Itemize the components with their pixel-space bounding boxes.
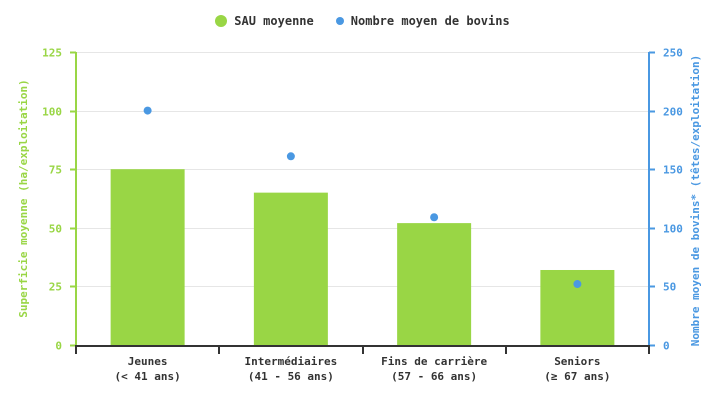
dot-bovins bbox=[430, 213, 439, 222]
right-axis-tick-label: 50 bbox=[663, 281, 676, 294]
x-axis-category-label: Seniors (≥ 67 ans) bbox=[544, 355, 610, 383]
bar-sau bbox=[110, 169, 185, 345]
bar-series-sau bbox=[110, 169, 615, 345]
dot-bovins bbox=[143, 106, 152, 115]
x-axis-category-label: Intermédiaires (41 - 56 ans) bbox=[245, 355, 338, 383]
right-axis-tick-label: 200 bbox=[663, 106, 683, 119]
left-axis-tick-label: 75 bbox=[49, 164, 62, 177]
legend-item-sau[interactable]: SAU moyenne bbox=[215, 14, 314, 28]
axes: 0 25 50 75 100 125 0 50 100 150 200 250 Jeunes (< 41 … bbox=[17, 47, 702, 384]
chart-legend: SAU moyenne Nombre moyen de bovins bbox=[0, 14, 725, 28]
dot-bovins bbox=[573, 280, 582, 289]
legend-label-sau: SAU moyenne bbox=[234, 14, 314, 28]
right-axis-tick-label: 150 bbox=[663, 164, 683, 177]
left-axis-tick-label: 125 bbox=[42, 47, 62, 60]
scatter-series-bovins bbox=[143, 106, 582, 289]
right-axis-tick-label: 250 bbox=[663, 47, 683, 60]
right-axis-tick-label: 100 bbox=[663, 223, 683, 236]
left-axis-tick-label: 0 bbox=[55, 340, 62, 353]
bar-sau bbox=[253, 192, 328, 345]
legend-swatch-bovins-icon bbox=[335, 17, 344, 25]
legend-label-bovins: Nombre moyen de bovins bbox=[350, 14, 510, 28]
x-axis-category-label: Fins de carrière (57 - 66 ans) bbox=[381, 355, 487, 383]
x-axis-category-label: Jeunes (< 41 ans) bbox=[115, 355, 181, 383]
legend-item-bovins[interactable]: Nombre moyen de bovins bbox=[335, 14, 510, 28]
right-axis-tick-label: 0 bbox=[663, 340, 670, 353]
dot-bovins bbox=[286, 152, 295, 161]
left-axis-tick-label: 25 bbox=[49, 281, 62, 294]
left-axis-tick-label: 50 bbox=[49, 223, 62, 236]
legend-swatch-sau-icon bbox=[215, 15, 228, 27]
left-axis-title: Superficie moyenne (ha/exploitation) bbox=[17, 79, 30, 317]
left-axis-tick-label: 100 bbox=[42, 106, 62, 119]
bar-sau bbox=[397, 223, 472, 345]
right-axis-title: Nombre moyen de bovins* (têtes/exploitat… bbox=[689, 55, 702, 346]
